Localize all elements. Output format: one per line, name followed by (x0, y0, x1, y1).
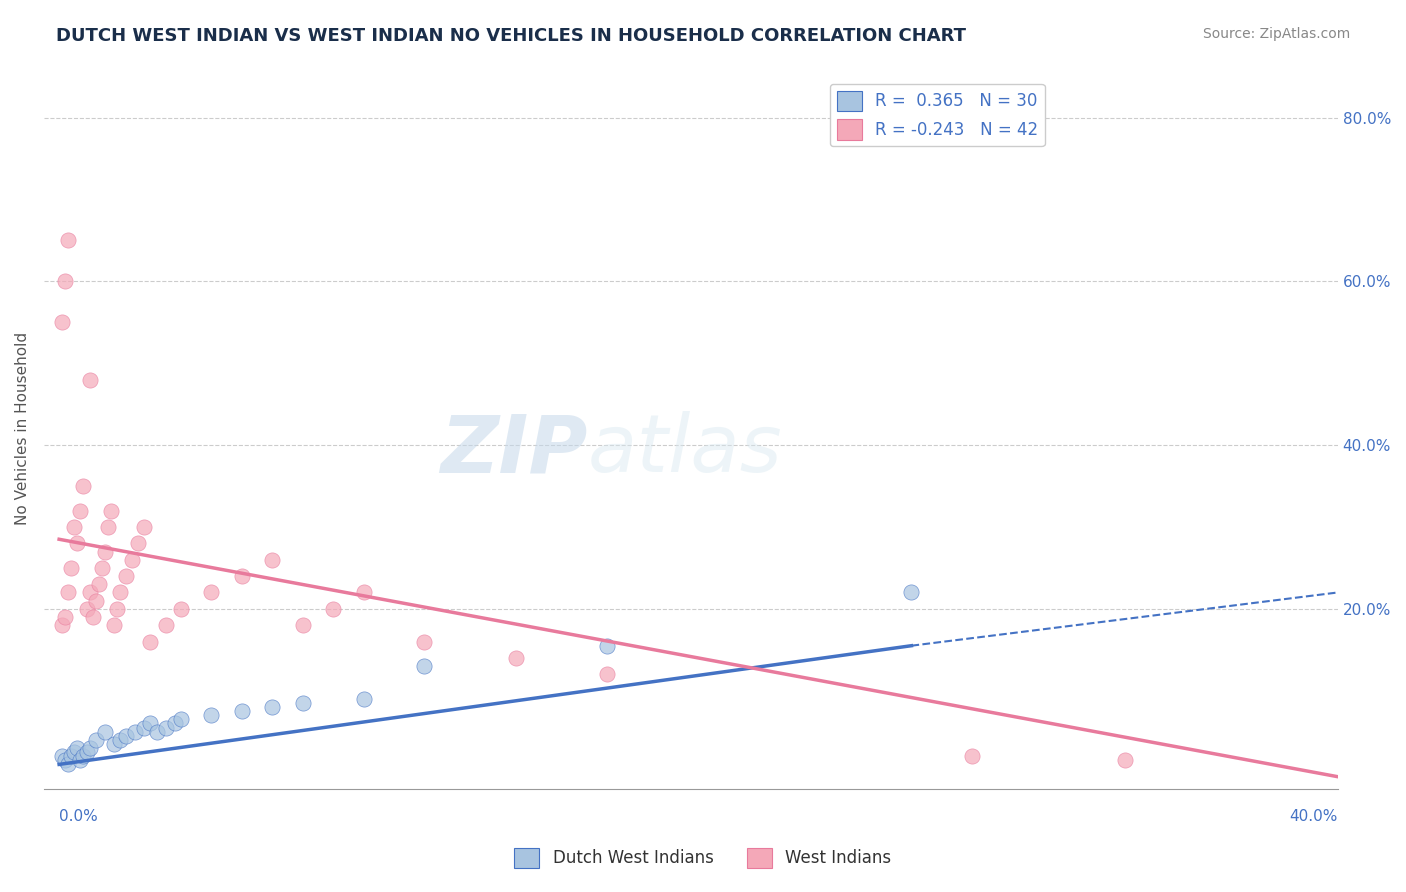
Point (413, 659, 436, 673)
Point (103, 737, 125, 751)
Point (51, 618, 73, 632)
Text: ZIP: ZIP (440, 411, 588, 490)
Point (291, 696, 314, 710)
Point (200, 708, 222, 723)
Point (108, 732, 131, 747)
Point (231, 569, 253, 583)
Point (53, 274, 76, 288)
Point (76, 602, 98, 616)
Point (596, 639, 619, 653)
Point (69, 503, 91, 517)
Point (962, 749, 984, 764)
Point (87, 577, 110, 591)
Point (596, 667, 619, 681)
Y-axis label: No Vehicles in Household: No Vehicles in Household (15, 332, 30, 525)
Point (413, 634, 436, 648)
Point (58, 234, 80, 248)
Text: Source: ZipAtlas.com: Source: ZipAtlas.com (1202, 27, 1350, 41)
Point (79, 741, 101, 756)
Point (322, 602, 344, 616)
Legend: R =  0.365   N = 30, R = -0.243   N = 42: R = 0.365 N = 30, R = -0.243 N = 42 (830, 84, 1045, 146)
Point (127, 536, 149, 550)
Point (66, 741, 89, 756)
Point (155, 618, 177, 632)
Point (84, 593, 107, 607)
Point (60, 561, 83, 575)
Point (105, 602, 128, 616)
Point (139, 716, 162, 731)
Point (100, 503, 122, 517)
Point (94, 544, 117, 558)
Point (66, 536, 89, 550)
Point (145, 724, 167, 739)
Point (94, 724, 117, 739)
Legend: Dutch West Indians, West Indians: Dutch West Indians, West Indians (508, 841, 898, 875)
Point (155, 721, 177, 735)
Text: atlas: atlas (588, 411, 782, 490)
Text: 40.0%: 40.0% (1289, 809, 1337, 824)
Point (103, 618, 125, 632)
Point (262, 553, 284, 567)
Point (115, 729, 138, 743)
Point (353, 692, 375, 706)
Point (53, 610, 76, 624)
Point (231, 704, 253, 718)
Point (134, 721, 156, 735)
Point (353, 585, 375, 599)
Point (63, 745, 86, 759)
Point (170, 602, 193, 616)
Point (53, 753, 76, 767)
Point (108, 585, 131, 599)
Point (262, 700, 284, 714)
Point (124, 724, 146, 739)
Point (69, 753, 91, 767)
Point (97, 520, 120, 534)
Point (900, 585, 922, 599)
Point (58, 757, 80, 772)
Point (291, 618, 314, 632)
Point (82, 610, 104, 624)
Point (79, 585, 101, 599)
Point (58, 585, 80, 599)
Point (51, 315, 73, 329)
Point (76, 745, 98, 759)
Point (79, 373, 101, 387)
Point (134, 520, 156, 534)
Point (63, 520, 86, 534)
Point (90, 561, 112, 575)
Text: DUTCH WEST INDIAN VS WEST INDIAN NO VEHICLES IN HOUSEHOLD CORRELATION CHART: DUTCH WEST INDIAN VS WEST INDIAN NO VEHI… (56, 27, 966, 45)
Point (139, 634, 162, 648)
Point (60, 749, 83, 764)
Point (170, 712, 193, 726)
Point (505, 651, 527, 665)
Text: 0.0%: 0.0% (59, 809, 98, 824)
Point (200, 585, 222, 599)
Point (115, 569, 138, 583)
Point (72, 749, 94, 764)
Point (1114, 753, 1136, 767)
Point (121, 553, 143, 567)
Point (163, 716, 186, 731)
Point (84, 732, 107, 747)
Point (72, 479, 94, 493)
Point (51, 749, 73, 764)
